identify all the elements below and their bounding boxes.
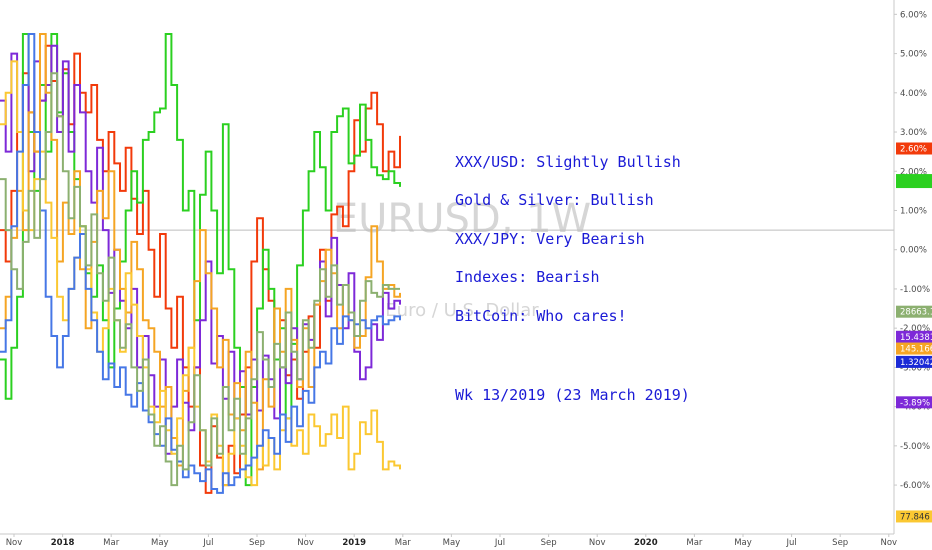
- price-tag-label-2: 28663.1: [900, 308, 932, 318]
- x-axis-ticks[interactable]: Nov 2018 Mar May Jul Sep Nov 2019 Mar May Jul Sep No…: [6, 534, 897, 548]
- annotation-gold-silver: Gold & Silver: Bullish: [455, 191, 654, 209]
- x-tick-label-12: Nov: [589, 538, 606, 548]
- annotation-xxx-usd: XXX/USD: Slightly Bullish: [455, 153, 681, 171]
- price-tag-1: [896, 174, 932, 189]
- y-tick-label-11: -5.00%: [900, 442, 930, 452]
- x-tick-label-13: 2020: [634, 538, 658, 548]
- series-group: [0, 33, 401, 494]
- price-tag-label-7: 77.846: [900, 512, 930, 522]
- price-tag-3: [896, 330, 932, 343]
- x-tick-label-11: Sep: [541, 538, 557, 548]
- y-tick-label-8: -2.00%: [900, 324, 930, 334]
- x-tick-label-17: Sep: [832, 538, 848, 548]
- y-tick-label-9: -3.00%: [900, 363, 930, 373]
- y-tick-label-3: 3.00%: [900, 128, 927, 138]
- x-tick-label-8: Mar: [395, 538, 412, 548]
- x-tick-label-4: Jul: [202, 538, 213, 548]
- y-tick-label-0: 6.00%: [900, 10, 927, 20]
- x-tick-label-3: May: [151, 538, 169, 548]
- price-tag-5: [896, 355, 932, 368]
- x-tick-label-5: Sep: [249, 538, 265, 548]
- x-tick-label-7: 2019: [342, 538, 366, 548]
- price-tag-label-0: 2.60%: [900, 145, 927, 155]
- x-tick-label-18: Nov: [881, 538, 898, 548]
- price-tag-2: [896, 305, 932, 318]
- y-tick-label-12: -6.00%: [900, 481, 930, 491]
- y-tick-label-4: 2.00%: [900, 167, 927, 177]
- watermark-symbol: EURUSD, 1W: [333, 196, 591, 242]
- x-tick-label-9: May: [443, 538, 461, 548]
- series-line-5: [0, 33, 401, 494]
- annotation-indexes: Indexes: Bearish: [455, 268, 600, 286]
- x-tick-label-1: 2018: [51, 538, 75, 548]
- series-line-6: [0, 72, 400, 487]
- x-tick-label-16: Jul: [785, 538, 796, 548]
- annotation-bitcoin: BitCoin: Who cares!: [455, 307, 627, 325]
- price-tag-label-6: -3.89%: [900, 398, 930, 408]
- price-tag-6: [896, 396, 932, 409]
- y-tick-label-2: 4.00%: [900, 89, 927, 99]
- series-line-2: [0, 44, 401, 455]
- price-tag-label-5: 1.32042: [900, 358, 932, 368]
- price-tag-0: [896, 142, 932, 155]
- x-tick-label-0: Nov: [6, 538, 23, 548]
- price-tags: 2.60% 28663.1 15.43812 145.166 1.32042 -3.89%…: [896, 142, 932, 523]
- price-tag-7: [896, 510, 932, 523]
- x-tick-label-2: Mar: [103, 538, 120, 548]
- y-tick-label-1: 5.00%: [900, 50, 927, 60]
- x-tick-label-6: Nov: [297, 538, 314, 548]
- y-tick-label-7: -1.00%: [900, 285, 930, 295]
- x-tick-label-14: Mar: [686, 538, 703, 548]
- annotation-xxx-jpy: XXX/JPY: Very Bearish: [455, 230, 645, 248]
- x-tick-label-15: May: [734, 538, 752, 548]
- y-tick-label-6: 0.00%: [900, 246, 927, 256]
- watermark-subtitle: Euro / U.S. Dollar: [385, 300, 539, 321]
- y-tick-label-5: 1.00%: [900, 206, 927, 216]
- y-axis-ticks[interactable]: 6.00% 5.00% 4.00% 3.00% 2.00% 1.00% 0.00% -1.00…: [894, 10, 930, 491]
- price-tag-4: [896, 342, 932, 355]
- price-tag-label-3: 15.43812: [900, 333, 932, 343]
- x-tick-label-10: Jul: [494, 538, 505, 548]
- price-tag-label-4: 145.166: [900, 345, 932, 355]
- annotation-week: Wk 13/2019 (23 March 2019): [455, 386, 690, 404]
